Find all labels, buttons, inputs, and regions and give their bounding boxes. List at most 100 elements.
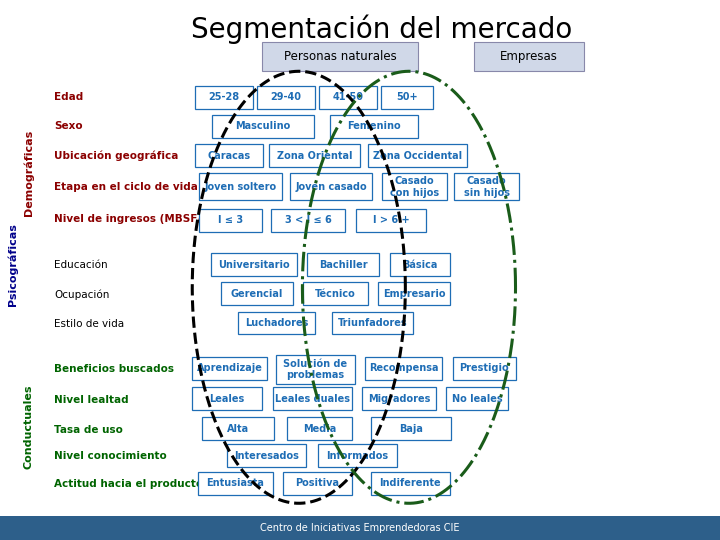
FancyBboxPatch shape (202, 417, 274, 440)
FancyBboxPatch shape (199, 173, 282, 200)
FancyBboxPatch shape (382, 173, 447, 200)
Text: Media: Media (303, 424, 336, 434)
FancyBboxPatch shape (262, 42, 418, 71)
FancyBboxPatch shape (368, 144, 467, 167)
Text: Alta: Alta (228, 424, 249, 434)
FancyBboxPatch shape (238, 312, 315, 334)
Text: Casado
con hijos: Casado con hijos (390, 176, 439, 198)
Text: Casado
sin hijos: Casado sin hijos (464, 176, 510, 198)
Text: Caracas: Caracas (207, 151, 251, 160)
Text: Indiferente: Indiferente (379, 478, 441, 488)
FancyBboxPatch shape (446, 387, 508, 410)
FancyBboxPatch shape (287, 417, 352, 440)
Text: Nivel conocimiento: Nivel conocimiento (54, 451, 167, 461)
FancyBboxPatch shape (283, 472, 352, 495)
Text: Solución de
problemas: Solución de problemas (283, 359, 348, 380)
FancyBboxPatch shape (273, 387, 352, 410)
Text: Estilo de vida: Estilo de vida (54, 319, 124, 329)
FancyBboxPatch shape (290, 173, 372, 200)
Text: Aprendizaje: Aprendizaje (197, 363, 263, 373)
Text: Personas naturales: Personas naturales (284, 50, 397, 63)
Text: Demográficas: Demográficas (24, 130, 34, 216)
Text: Universitario: Universitario (218, 260, 290, 269)
Text: Luchadores: Luchadores (245, 318, 309, 328)
Text: Baja: Baja (399, 424, 423, 434)
FancyBboxPatch shape (211, 253, 297, 276)
Text: Triunfadores: Triunfadores (338, 318, 407, 328)
Text: Prestigio: Prestigio (459, 363, 509, 373)
FancyBboxPatch shape (378, 282, 450, 305)
FancyBboxPatch shape (212, 115, 314, 138)
Bar (0, 516, 720, 540)
FancyBboxPatch shape (362, 387, 436, 410)
Text: Actitud hacia el producto: Actitud hacia el producto (54, 479, 203, 489)
Text: Segmentación del mercado: Segmentación del mercado (191, 15, 572, 44)
Text: Básica: Básica (402, 260, 438, 269)
FancyBboxPatch shape (454, 173, 519, 200)
Text: Empresas: Empresas (500, 50, 558, 63)
Text: Masculino: Masculino (235, 122, 290, 131)
Text: Bachiller: Bachiller (319, 260, 368, 269)
Text: Etapa en el ciclo de vida: Etapa en el ciclo de vida (54, 182, 198, 192)
FancyBboxPatch shape (307, 253, 379, 276)
Text: I ≤ 3: I ≤ 3 (218, 215, 243, 225)
FancyBboxPatch shape (195, 144, 263, 167)
FancyBboxPatch shape (356, 209, 426, 232)
FancyBboxPatch shape (330, 115, 418, 138)
Text: Recompensa: Recompensa (369, 363, 438, 373)
FancyBboxPatch shape (198, 472, 273, 495)
FancyBboxPatch shape (371, 417, 451, 440)
FancyBboxPatch shape (474, 42, 584, 71)
FancyBboxPatch shape (371, 472, 450, 495)
FancyBboxPatch shape (257, 86, 315, 109)
Text: Informados: Informados (326, 451, 388, 461)
FancyBboxPatch shape (276, 355, 355, 384)
FancyBboxPatch shape (195, 86, 253, 109)
Text: Entusiasta: Entusiasta (207, 478, 264, 488)
Text: Joven soltero: Joven soltero (204, 182, 276, 192)
Text: Empresario: Empresario (383, 289, 445, 299)
Text: Ocupación: Ocupación (54, 289, 109, 300)
Text: Beneficios buscados: Beneficios buscados (54, 364, 174, 374)
Text: Gerencial: Gerencial (231, 289, 283, 299)
FancyBboxPatch shape (453, 357, 516, 380)
FancyBboxPatch shape (319, 86, 377, 109)
Text: No leales: No leales (451, 394, 503, 403)
FancyBboxPatch shape (381, 86, 433, 109)
Text: Femenino: Femenino (348, 122, 401, 131)
Text: Joven casado: Joven casado (295, 182, 367, 192)
FancyBboxPatch shape (192, 357, 267, 380)
Text: Conductuales: Conductuales (24, 384, 34, 469)
Text: Edad: Edad (54, 92, 84, 102)
Text: Nivel lealtad: Nivel lealtad (54, 395, 129, 404)
Text: 3 < I ≤ 6: 3 < I ≤ 6 (285, 215, 331, 225)
Text: Técnico: Técnico (315, 289, 356, 299)
Text: Leales duales: Leales duales (275, 394, 350, 403)
Text: Positiva: Positiva (295, 478, 340, 488)
FancyBboxPatch shape (192, 387, 262, 410)
Text: Tasa de uso: Tasa de uso (54, 425, 123, 435)
Text: Sexo: Sexo (54, 122, 83, 131)
Text: Zona Oriental: Zona Oriental (276, 151, 352, 160)
FancyBboxPatch shape (269, 144, 360, 167)
FancyBboxPatch shape (390, 253, 450, 276)
Text: Centro de Iniciativas Emprendedoras CIE: Centro de Iniciativas Emprendedoras CIE (260, 523, 460, 533)
Text: 41-50: 41-50 (332, 92, 364, 102)
Text: Nivel de ingresos (MBSF/m): Nivel de ingresos (MBSF/m) (54, 214, 217, 224)
Text: 50+: 50+ (396, 92, 418, 102)
Text: Leales: Leales (210, 394, 245, 403)
Text: Interesados: Interesados (234, 451, 299, 461)
Text: Ubicación geográfica: Ubicación geográfica (54, 150, 179, 161)
Text: 29-40: 29-40 (270, 92, 302, 102)
FancyBboxPatch shape (271, 209, 345, 232)
FancyBboxPatch shape (318, 444, 397, 467)
Text: Educación: Educación (54, 260, 107, 269)
FancyBboxPatch shape (365, 357, 442, 380)
FancyBboxPatch shape (199, 209, 262, 232)
FancyBboxPatch shape (332, 312, 413, 334)
Text: 25-28: 25-28 (208, 92, 240, 102)
Text: Zona Occidental: Zona Occidental (373, 151, 462, 160)
Text: Psicográficas: Psicográficas (8, 223, 18, 306)
Text: I > 6 +: I > 6 + (373, 215, 410, 225)
FancyBboxPatch shape (303, 282, 368, 305)
